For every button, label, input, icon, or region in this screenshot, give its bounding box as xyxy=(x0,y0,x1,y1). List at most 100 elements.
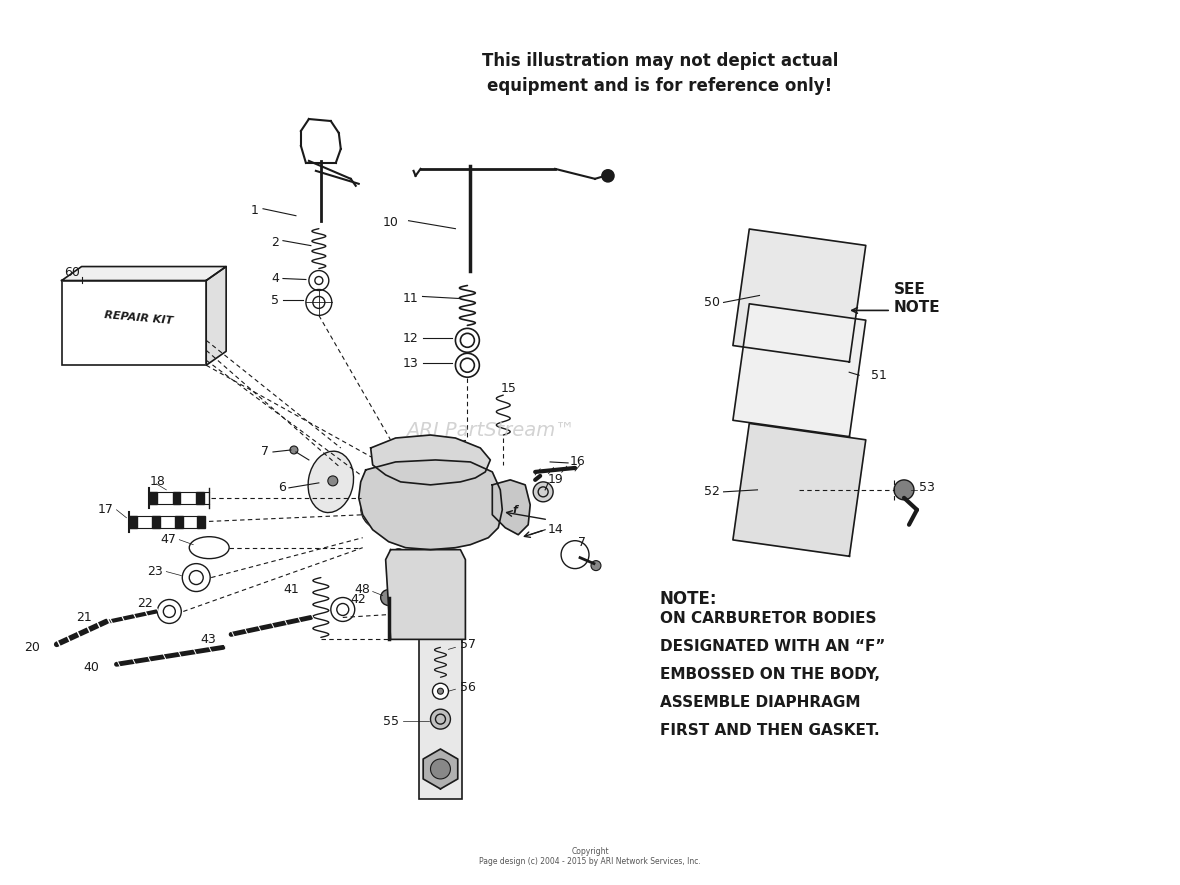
Circle shape xyxy=(431,709,451,729)
Circle shape xyxy=(837,347,847,357)
Circle shape xyxy=(392,625,406,638)
Text: SEE
NOTE: SEE NOTE xyxy=(894,281,940,315)
Ellipse shape xyxy=(189,536,229,558)
Text: 20: 20 xyxy=(24,641,40,654)
Circle shape xyxy=(738,408,748,418)
Circle shape xyxy=(738,527,748,537)
Circle shape xyxy=(837,542,847,551)
FancyBboxPatch shape xyxy=(419,639,463,799)
Circle shape xyxy=(402,481,458,538)
Circle shape xyxy=(851,442,860,452)
Text: 12: 12 xyxy=(402,332,419,345)
Polygon shape xyxy=(184,492,192,504)
Polygon shape xyxy=(175,516,183,527)
Circle shape xyxy=(446,625,459,638)
Text: 2: 2 xyxy=(271,236,278,250)
Circle shape xyxy=(765,335,834,405)
Text: NOTE:: NOTE: xyxy=(660,589,717,607)
Text: 21: 21 xyxy=(76,611,92,624)
Circle shape xyxy=(837,422,847,432)
Polygon shape xyxy=(492,480,530,535)
Circle shape xyxy=(793,496,809,512)
FancyBboxPatch shape xyxy=(61,281,206,366)
Circle shape xyxy=(361,486,405,530)
Text: 14: 14 xyxy=(549,523,564,536)
Circle shape xyxy=(801,473,821,494)
Polygon shape xyxy=(186,516,194,527)
Text: 7: 7 xyxy=(578,536,586,550)
Text: Copyright
Page design (c) 2004 - 2015 by ARI Network Services, Inc.: Copyright Page design (c) 2004 - 2015 by… xyxy=(479,847,701,866)
Circle shape xyxy=(433,683,448,699)
Text: 57: 57 xyxy=(460,638,477,650)
Circle shape xyxy=(446,549,459,563)
Circle shape xyxy=(431,759,451,779)
Polygon shape xyxy=(140,516,149,527)
Text: ARI PartStream™: ARI PartStream™ xyxy=(406,420,575,440)
Polygon shape xyxy=(733,423,866,557)
Text: FIRST AND THEN GASKET.: FIRST AND THEN GASKET. xyxy=(660,723,879,738)
Circle shape xyxy=(562,541,589,568)
Text: EMBOSSED ON THE BODY,: EMBOSSED ON THE BODY, xyxy=(660,667,880,682)
Circle shape xyxy=(430,462,441,473)
Text: 5: 5 xyxy=(271,294,278,307)
Polygon shape xyxy=(130,516,137,527)
Polygon shape xyxy=(208,492,215,504)
Circle shape xyxy=(392,549,406,563)
Text: DESIGNATED WITH AN “F”: DESIGNATED WITH AN “F” xyxy=(660,639,885,654)
Circle shape xyxy=(591,560,601,571)
Circle shape xyxy=(393,472,468,548)
Text: 4: 4 xyxy=(271,272,278,285)
Circle shape xyxy=(602,170,614,181)
Circle shape xyxy=(381,589,396,605)
Text: 56: 56 xyxy=(460,681,477,694)
Text: 1: 1 xyxy=(251,204,260,217)
Text: 51: 51 xyxy=(871,369,887,381)
Circle shape xyxy=(290,446,297,454)
Text: ON CARBURETOR BODIES: ON CARBURETOR BODIES xyxy=(660,612,877,627)
Text: equipment and is for reference only!: equipment and is for reference only! xyxy=(487,77,832,95)
Text: 53: 53 xyxy=(919,481,935,495)
Text: 10: 10 xyxy=(382,216,399,229)
Text: 22: 22 xyxy=(138,597,153,610)
Polygon shape xyxy=(197,516,205,527)
Circle shape xyxy=(752,309,762,319)
Circle shape xyxy=(778,480,798,500)
Polygon shape xyxy=(733,229,866,362)
Polygon shape xyxy=(424,749,458,789)
Text: 11: 11 xyxy=(402,292,419,305)
Text: 60: 60 xyxy=(64,266,79,279)
Circle shape xyxy=(794,366,805,375)
Text: 17: 17 xyxy=(98,504,113,516)
Polygon shape xyxy=(152,516,160,527)
Text: 41: 41 xyxy=(283,583,299,596)
Text: 18: 18 xyxy=(150,475,165,489)
Text: REPAIR KIT: REPAIR KIT xyxy=(104,310,173,326)
Circle shape xyxy=(438,689,444,694)
Polygon shape xyxy=(386,550,465,639)
Text: This illustration may not depict actual: This illustration may not depict actual xyxy=(481,52,838,70)
Text: 47: 47 xyxy=(160,533,176,546)
Circle shape xyxy=(328,476,337,486)
Circle shape xyxy=(502,496,529,524)
Circle shape xyxy=(894,480,915,500)
Text: 6: 6 xyxy=(278,481,286,495)
Polygon shape xyxy=(196,492,204,504)
Polygon shape xyxy=(733,304,866,436)
Polygon shape xyxy=(160,492,169,504)
Polygon shape xyxy=(61,266,227,281)
Polygon shape xyxy=(371,435,491,485)
Polygon shape xyxy=(206,266,227,366)
Polygon shape xyxy=(359,460,503,550)
Polygon shape xyxy=(172,492,181,504)
Text: f: f xyxy=(513,504,518,515)
Text: ASSEMBLE DIAPHRAGM: ASSEMBLE DIAPHRAGM xyxy=(660,696,860,710)
Text: 50: 50 xyxy=(703,296,720,309)
Circle shape xyxy=(752,428,762,438)
Text: 55: 55 xyxy=(382,714,399,727)
Polygon shape xyxy=(150,492,157,504)
Text: 16: 16 xyxy=(570,456,585,468)
Text: 40: 40 xyxy=(84,661,99,673)
Text: 23: 23 xyxy=(148,566,163,578)
Text: 52: 52 xyxy=(703,485,720,498)
Text: 48: 48 xyxy=(355,583,371,596)
